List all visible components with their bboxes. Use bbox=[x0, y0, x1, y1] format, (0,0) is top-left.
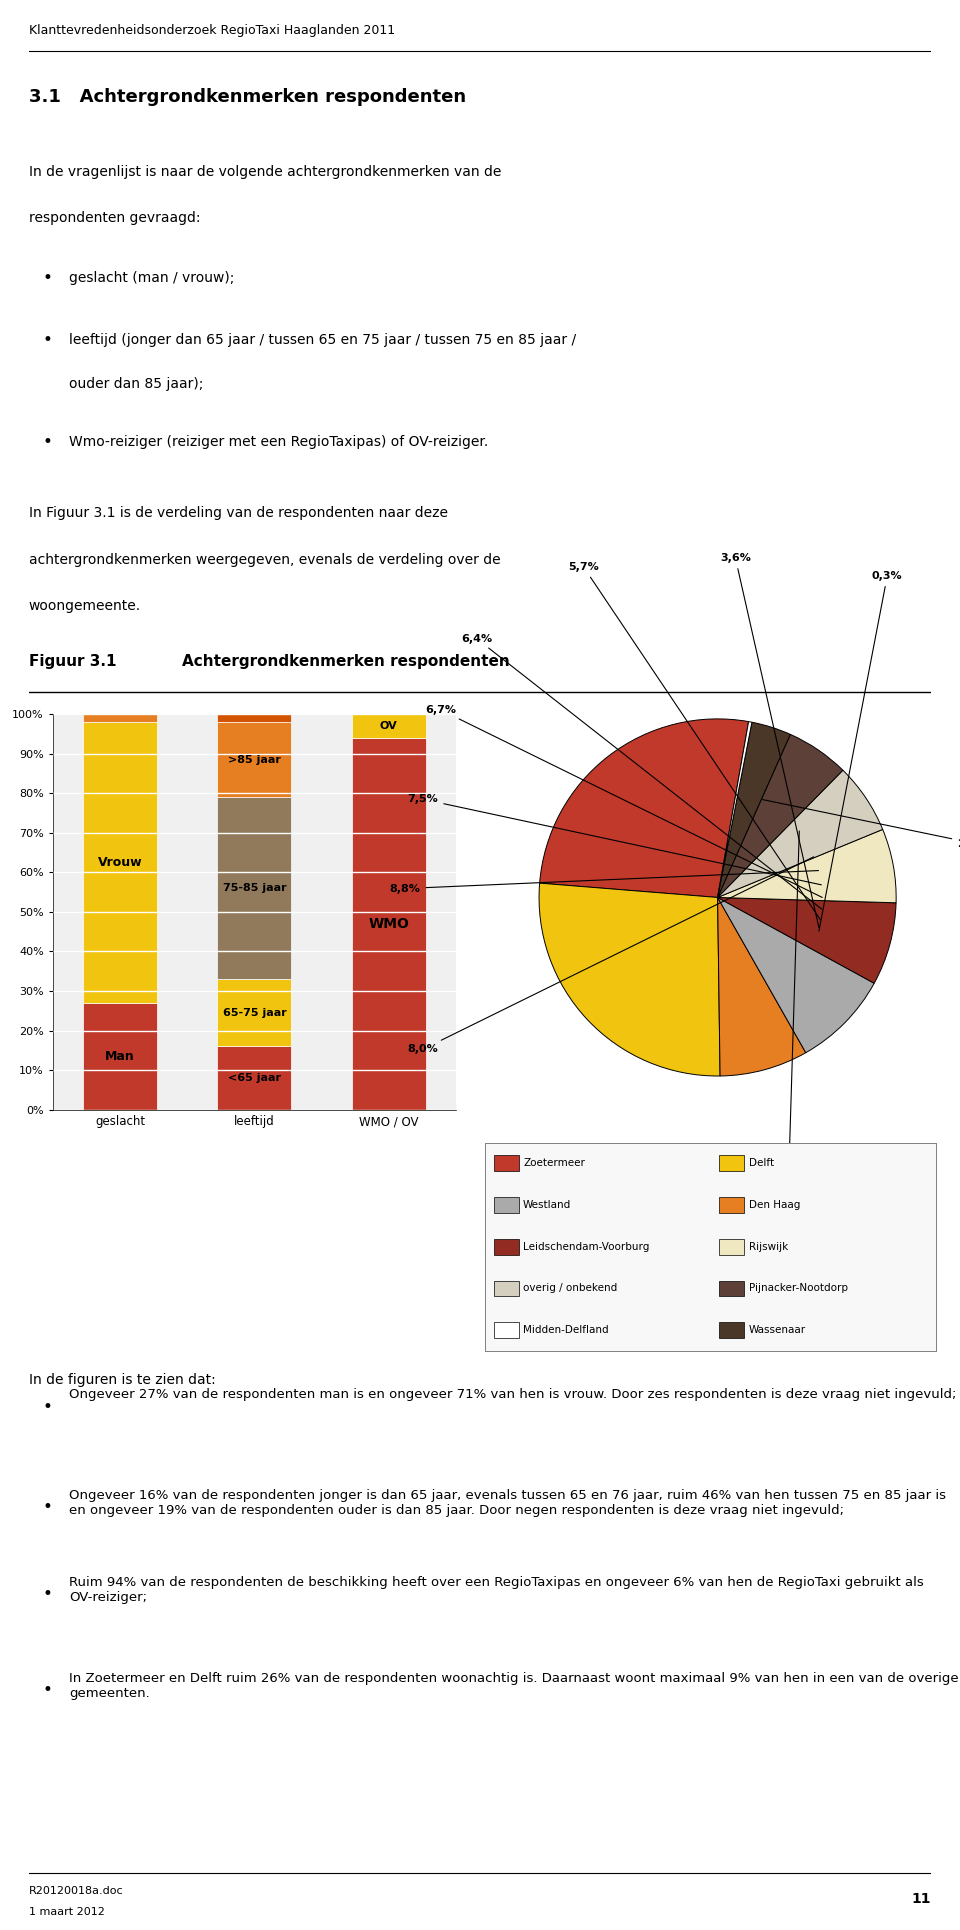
Text: Leidschendam-Voorburg: Leidschendam-Voorburg bbox=[523, 1241, 650, 1253]
Bar bbox=[493, 1197, 518, 1214]
Text: In Zoetermeer en Delft ruim 26% van de respondenten woonachtig is. Daarnaast woo: In Zoetermeer en Delft ruim 26% van de r… bbox=[69, 1671, 959, 1700]
Text: Delft: Delft bbox=[749, 1158, 774, 1168]
Text: leeftijd (jonger dan 65 jaar / tussen 65 en 75 jaar / tussen 75 en 85 jaar /: leeftijd (jonger dan 65 jaar / tussen 65… bbox=[69, 332, 577, 347]
Wedge shape bbox=[540, 884, 720, 1077]
Text: •: • bbox=[42, 268, 52, 288]
Text: 8,8%: 8,8% bbox=[390, 870, 819, 894]
Wedge shape bbox=[718, 830, 897, 903]
Bar bbox=[719, 1322, 744, 1337]
Text: 11: 11 bbox=[912, 1891, 931, 1907]
Bar bbox=[83, 722, 156, 1004]
Bar bbox=[493, 1239, 518, 1254]
Text: Midden-Delfland: Midden-Delfland bbox=[523, 1326, 609, 1336]
Text: Figuur 3.1: Figuur 3.1 bbox=[29, 654, 116, 670]
Text: 7,5%: 7,5% bbox=[408, 795, 822, 884]
Bar bbox=[493, 1156, 518, 1172]
Text: 3.1   Achtergrondkenmerken respondenten: 3.1 Achtergrondkenmerken respondenten bbox=[29, 87, 466, 106]
Text: •: • bbox=[42, 1681, 52, 1700]
Text: 26,5%: 26,5% bbox=[762, 799, 960, 849]
Bar bbox=[217, 979, 291, 1046]
Text: In de figuren is te zien dat:: In de figuren is te zien dat: bbox=[29, 1372, 216, 1388]
Text: In de vragenlijst is naar de volgende achtergrondkenmerken van de: In de vragenlijst is naar de volgende ac… bbox=[29, 164, 501, 179]
Text: Zoetermeer: Zoetermeer bbox=[523, 1158, 585, 1168]
Bar bbox=[217, 797, 291, 979]
Text: WMO: WMO bbox=[369, 917, 409, 930]
Bar bbox=[493, 1322, 518, 1337]
Bar bbox=[719, 1156, 744, 1172]
Text: Man: Man bbox=[106, 1050, 134, 1063]
Wedge shape bbox=[540, 718, 749, 897]
Text: 0,3%: 0,3% bbox=[819, 571, 902, 930]
Text: Ongeveer 16% van de respondenten jonger is dan 65 jaar, evenals tussen 65 en 76 : Ongeveer 16% van de respondenten jonger … bbox=[69, 1488, 947, 1517]
Wedge shape bbox=[718, 722, 790, 897]
Wedge shape bbox=[718, 770, 882, 897]
Text: woongemeente.: woongemeente. bbox=[29, 598, 141, 614]
Text: •: • bbox=[42, 1585, 52, 1604]
Text: 3,6%: 3,6% bbox=[720, 554, 819, 928]
Bar bbox=[83, 1004, 156, 1110]
Text: •: • bbox=[42, 1397, 52, 1417]
Text: Vrouw: Vrouw bbox=[98, 857, 142, 868]
Bar bbox=[719, 1280, 744, 1297]
Text: Pijnacker-Nootdorp: Pijnacker-Nootdorp bbox=[749, 1283, 848, 1293]
Text: In Figuur 3.1 is de verdeling van de respondenten naar deze: In Figuur 3.1 is de verdeling van de res… bbox=[29, 506, 447, 521]
Text: <65 jaar: <65 jaar bbox=[228, 1073, 281, 1083]
Bar bbox=[217, 722, 291, 797]
Text: 1 maart 2012: 1 maart 2012 bbox=[29, 1907, 105, 1916]
Bar bbox=[217, 1046, 291, 1110]
Bar bbox=[351, 714, 425, 737]
Wedge shape bbox=[718, 897, 896, 982]
Text: geslacht (man / vrouw);: geslacht (man / vrouw); bbox=[69, 270, 235, 286]
Text: 75-85 jaar: 75-85 jaar bbox=[223, 884, 286, 894]
Bar bbox=[83, 714, 156, 722]
Text: Rijswijk: Rijswijk bbox=[749, 1241, 788, 1253]
Text: OV: OV bbox=[380, 722, 397, 731]
Text: 6,7%: 6,7% bbox=[425, 704, 822, 897]
Text: Westland: Westland bbox=[523, 1200, 571, 1210]
Text: 65-75 jaar: 65-75 jaar bbox=[223, 1007, 286, 1017]
Text: achtergrondkenmerken weergegeven, evenals de verdeling over de: achtergrondkenmerken weergegeven, evenal… bbox=[29, 552, 500, 567]
Wedge shape bbox=[718, 897, 875, 1052]
Wedge shape bbox=[718, 735, 843, 897]
Text: Achtergrondkenmerken respondenten: Achtergrondkenmerken respondenten bbox=[182, 654, 510, 670]
Text: •: • bbox=[42, 432, 52, 452]
Text: Wmo-reiziger (reiziger met een RegioTaxipas) of OV-reiziger.: Wmo-reiziger (reiziger met een RegioTaxi… bbox=[69, 434, 489, 450]
Text: 5,7%: 5,7% bbox=[568, 562, 821, 921]
Bar bbox=[719, 1197, 744, 1214]
Text: 26,5%: 26,5% bbox=[770, 832, 808, 1170]
Wedge shape bbox=[718, 897, 805, 1077]
Bar bbox=[217, 714, 291, 722]
Text: Ruim 94% van de respondenten de beschikking heeft over een RegioTaxipas en ongev: Ruim 94% van de respondenten de beschikk… bbox=[69, 1575, 924, 1604]
Text: •: • bbox=[42, 330, 52, 349]
Text: respondenten gevraagd:: respondenten gevraagd: bbox=[29, 210, 201, 226]
Text: R20120018a.doc: R20120018a.doc bbox=[29, 1886, 124, 1895]
Text: Wassenaar: Wassenaar bbox=[749, 1326, 805, 1336]
Text: Den Haag: Den Haag bbox=[749, 1200, 800, 1210]
Text: >85 jaar: >85 jaar bbox=[228, 755, 281, 764]
Wedge shape bbox=[718, 722, 752, 897]
Text: •: • bbox=[42, 1498, 52, 1517]
Text: Ongeveer 27% van de respondenten man is en ongeveer 71% van hen is vrouw. Door z: Ongeveer 27% van de respondenten man is … bbox=[69, 1388, 957, 1401]
Text: 6,4%: 6,4% bbox=[461, 633, 822, 909]
Bar bbox=[493, 1280, 518, 1297]
Text: Klanttevredenheidsonderzoek RegioTaxi Haaglanden 2011: Klanttevredenheidsonderzoek RegioTaxi Ha… bbox=[29, 25, 395, 37]
Bar bbox=[351, 737, 425, 1110]
Text: ouder dan 85 jaar);: ouder dan 85 jaar); bbox=[69, 376, 204, 392]
Bar bbox=[719, 1239, 744, 1254]
Text: 8,0%: 8,0% bbox=[408, 857, 814, 1054]
Text: overig / onbekend: overig / onbekend bbox=[523, 1283, 617, 1293]
